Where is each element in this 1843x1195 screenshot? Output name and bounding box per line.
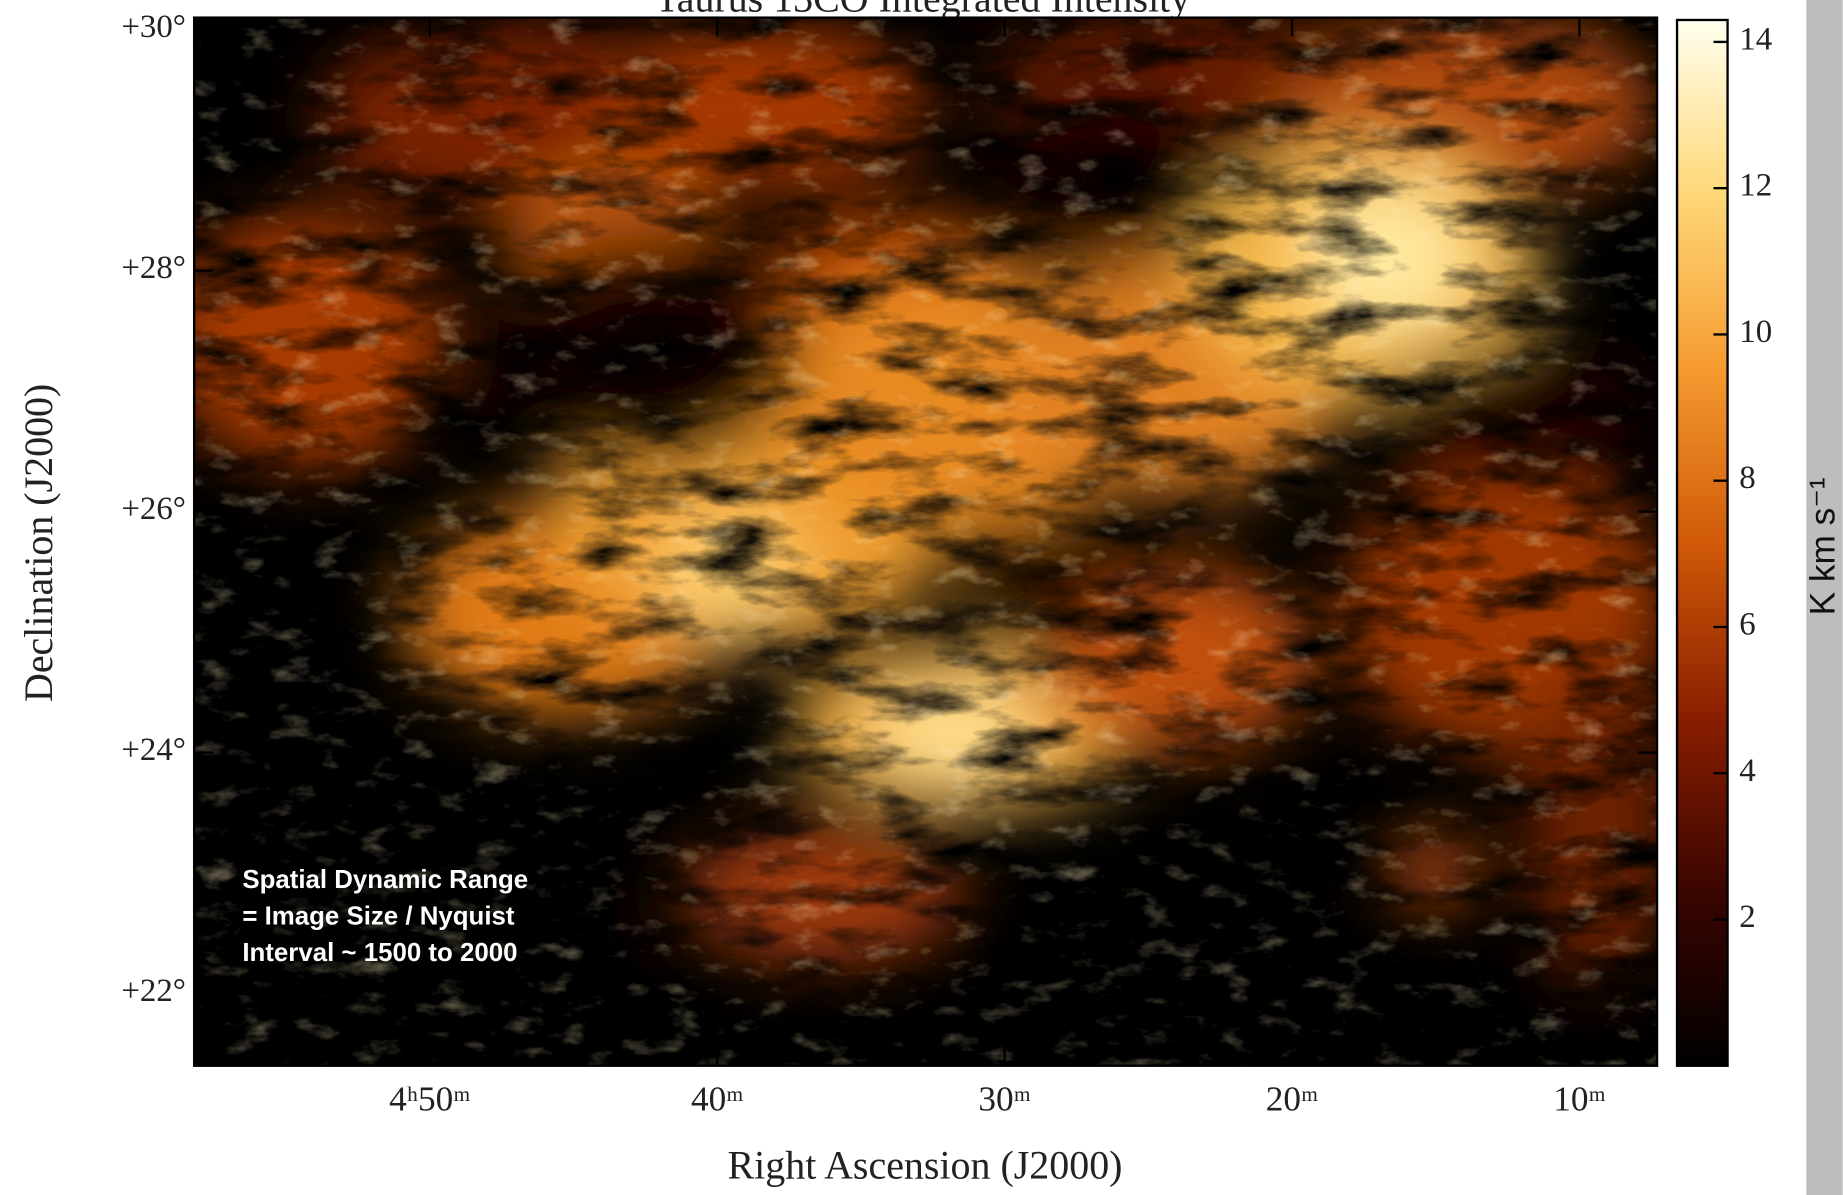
annotation-line: Spatial Dynamic Range — [242, 866, 528, 894]
y-tick-label: +30° — [121, 9, 186, 45]
x-tick-label: 30ᵐ — [978, 1079, 1030, 1118]
y-tick-label: +24° — [121, 732, 186, 768]
annotation-line: Interval ~ 1500 to 2000 — [242, 939, 517, 967]
colorbar-tick-label: 2 — [1739, 899, 1755, 935]
y-tick-label: +22° — [121, 973, 186, 1009]
x-axis-label: Right Ascension (J2000) — [728, 1142, 1123, 1187]
page: {"chart_data": { "type": "image", "title… — [0, 0, 1843, 1195]
y-tick-label: +26° — [121, 491, 186, 527]
y-tick-label: +28° — [121, 250, 186, 286]
x-tick-label: 4ʰ50ᵐ — [389, 1079, 470, 1118]
colorbar-label: K km s⁻¹ — [1803, 477, 1842, 615]
colorbar-tick-label: 10 — [1739, 314, 1772, 350]
colorbar — [1677, 20, 1728, 1066]
colorbar-tick-label: 4 — [1739, 753, 1755, 789]
y-axis-label: Declination (J2000) — [16, 384, 61, 702]
colorbar-tick-label: 6 — [1739, 607, 1755, 643]
figure: Taurus 13CO Integrated Intensity — [0, 0, 1843, 1195]
colorbar-tick-label: 8 — [1739, 460, 1755, 496]
x-tick-label: 20ᵐ — [1266, 1079, 1318, 1118]
x-tick-label: 40ᵐ — [691, 1079, 743, 1118]
colorbar-tick-label: 14 — [1739, 21, 1772, 57]
annotation-line: = Image Size / Nyquist — [242, 903, 515, 931]
x-tick-label: 10ᵐ — [1553, 1079, 1605, 1118]
colorbar-tick-label: 12 — [1739, 168, 1772, 204]
